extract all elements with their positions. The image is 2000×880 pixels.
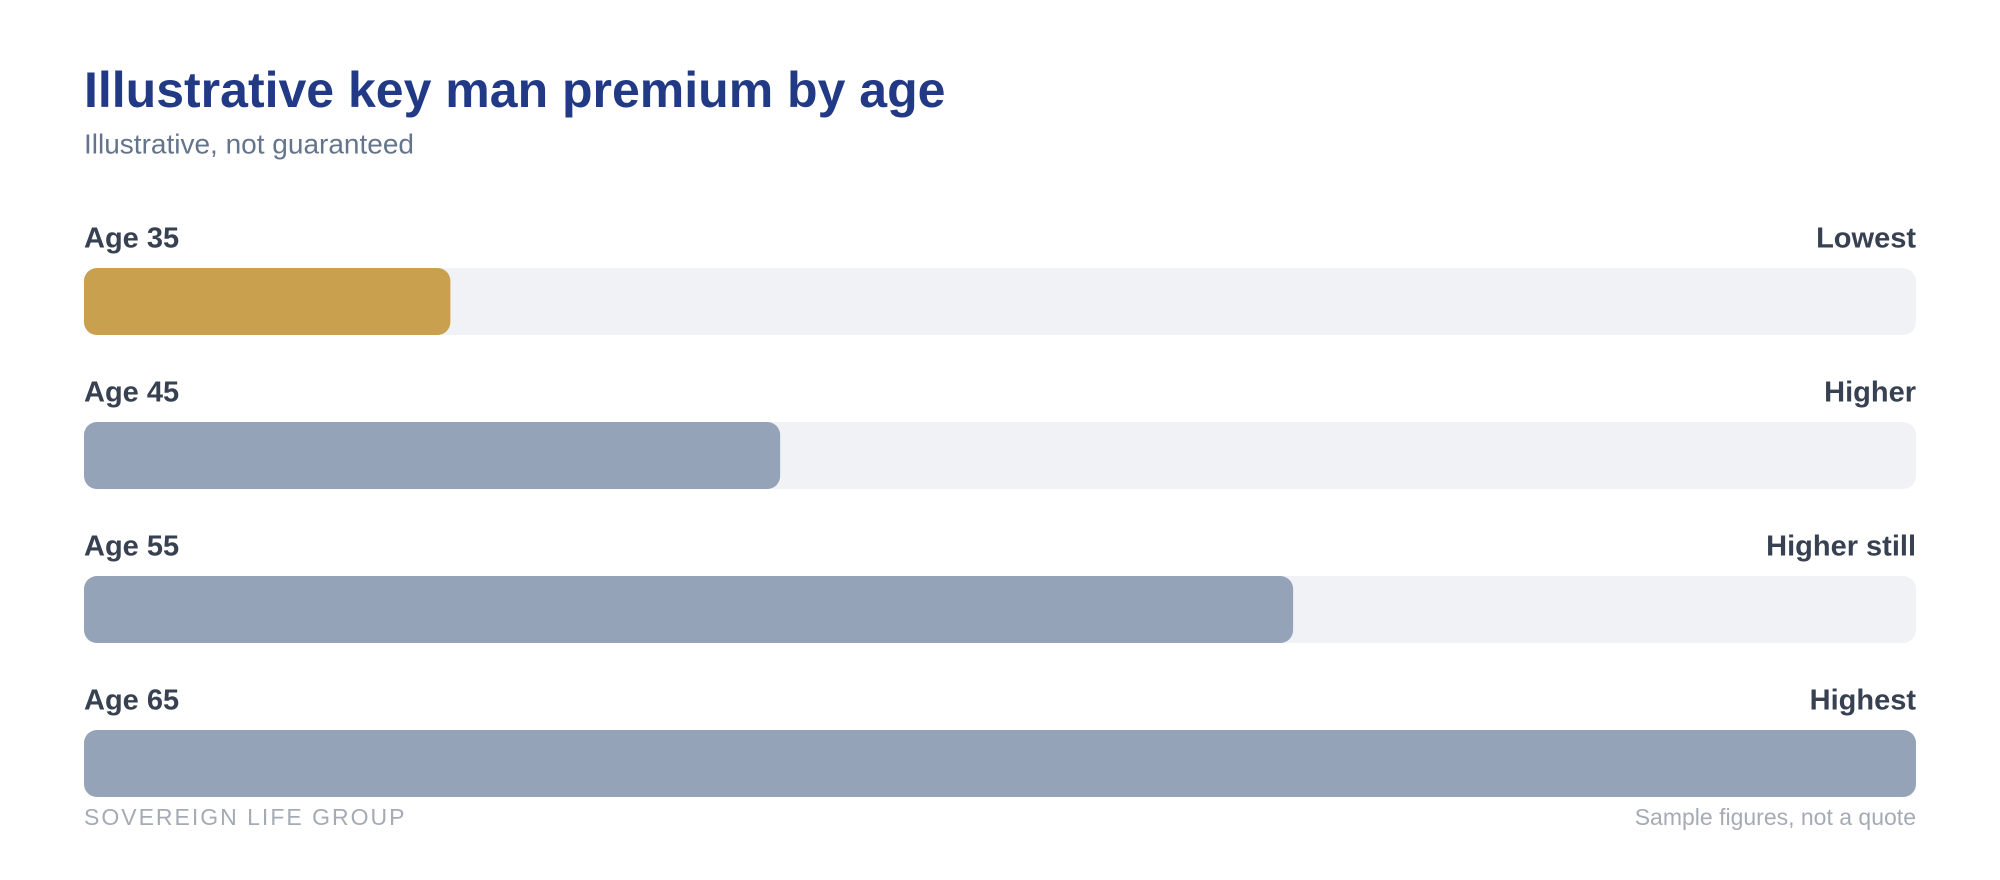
value-label: Higher still [1766,531,1916,563]
source: SOVEREIGN LIFE GROUP [84,804,406,830]
value-label: Lowest [1816,223,1916,255]
category-label: Age 55 [84,531,179,563]
category-label: Age 35 [84,223,179,255]
track [84,268,1916,335]
bar [84,268,451,335]
chart-subtitle: Illustrative, not guaranteed [84,128,414,159]
category-label: Age 65 [84,685,179,717]
note: Sample figures, not a quote [1635,804,1916,830]
value-label: Highest [1810,685,1917,717]
bar [84,422,781,489]
bar [84,576,1294,643]
bar [84,730,1916,797]
value-label: Higher [1824,377,1916,409]
category-label: Age 45 [84,377,179,409]
chart-title: Illustrative key man premium by age [84,62,945,118]
